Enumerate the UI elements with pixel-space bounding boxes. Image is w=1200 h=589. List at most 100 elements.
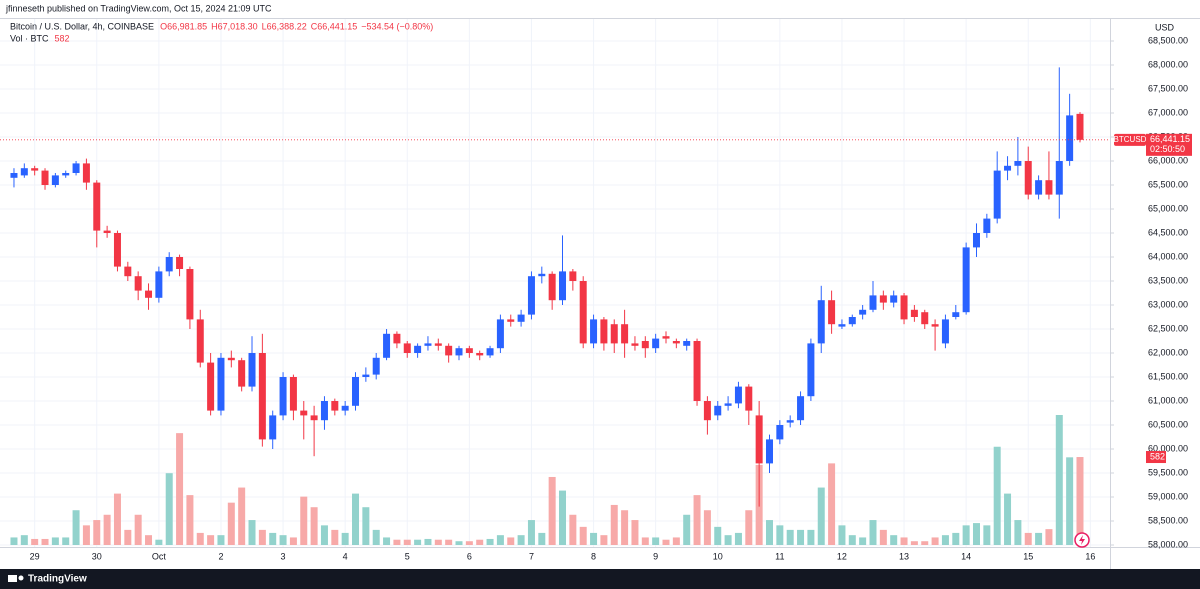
y-tick-label: 61,000.00 <box>1148 395 1188 405</box>
candle-body <box>941 319 949 344</box>
volume-bar <box>538 532 546 545</box>
y-tick-label: 58,500.00 <box>1148 515 1188 525</box>
candle-body <box>196 319 204 363</box>
candle-body <box>300 410 308 416</box>
x-tick-label: 3 <box>281 551 286 561</box>
volume-bar <box>434 539 442 545</box>
volume-bar <box>113 493 121 545</box>
volume-bar <box>124 529 132 545</box>
volume-bar <box>983 525 991 545</box>
candle-body <box>631 343 639 346</box>
candle-body <box>869 295 877 310</box>
volume-bar <box>734 532 742 545</box>
volume-bar <box>403 539 411 545</box>
candle-body <box>414 345 422 353</box>
volume-bar <box>962 525 970 545</box>
brand: TradingView <box>28 574 87 585</box>
volume-bar <box>486 538 494 545</box>
candle-body <box>962 247 970 313</box>
candle-body <box>548 273 556 301</box>
x-tick-label: 15 <box>1023 551 1033 561</box>
x-tick-label: 9 <box>653 551 658 561</box>
legend: Bitcoin / U.S. Dollar, 4h, COINBASE O66,… <box>10 21 433 43</box>
candle-body <box>579 281 587 344</box>
candle-body <box>320 401 328 421</box>
volume-bar <box>310 507 318 545</box>
legend-volume: 582 <box>55 33 70 43</box>
candle-body <box>1014 161 1022 166</box>
volume-bar <box>1066 457 1074 545</box>
candle-body <box>217 357 225 411</box>
price-tag <box>1146 133 1192 156</box>
volume-bar <box>838 525 846 545</box>
candle-body <box>1066 115 1074 161</box>
volume-bar <box>672 537 680 545</box>
footer-bar <box>0 569 1200 589</box>
candle-body <box>672 341 680 344</box>
candle-body <box>569 271 577 281</box>
volume-bar <box>424 538 432 545</box>
replay-icon[interactable] <box>1074 532 1090 548</box>
candle-body <box>838 324 846 327</box>
candle-body <box>1076 113 1084 140</box>
volume-bar <box>82 525 90 545</box>
y-tick-label: 60,000.00 <box>1148 443 1188 453</box>
x-tick-label: 10 <box>713 551 723 561</box>
volume-bar <box>786 529 794 545</box>
volume-bar <box>859 537 867 545</box>
volume-bar <box>289 537 297 545</box>
candle-body <box>455 348 463 356</box>
volume-tag-label: 582 <box>1150 451 1165 461</box>
volume-bar <box>238 487 246 545</box>
volume-bar <box>62 537 70 545</box>
y-tick-label: 61,500.00 <box>1148 371 1188 381</box>
volume-bar <box>103 514 111 545</box>
volume-bar <box>1035 532 1043 545</box>
candle-body <box>993 170 1001 219</box>
candle-body <box>341 405 349 411</box>
y-tick-label: 64,000.00 <box>1148 251 1188 261</box>
volume-bar <box>496 535 504 545</box>
volume-bar <box>807 529 815 545</box>
candle-body <box>113 233 121 267</box>
volume-bar <box>341 532 349 545</box>
legend-high: H67,018.30 <box>211 21 258 31</box>
candle-body <box>879 295 887 303</box>
candles <box>10 67 1084 507</box>
candle-body <box>972 233 980 248</box>
volume-bar <box>631 520 639 545</box>
candle-body <box>683 341 691 346</box>
volume-bar <box>320 525 328 545</box>
candle-body <box>145 290 153 298</box>
candle-body <box>352 377 360 406</box>
candle-body <box>828 300 836 325</box>
y-tick-label: 64,500.00 <box>1148 227 1188 237</box>
volume-bar <box>31 538 39 545</box>
volume-bar <box>569 514 577 545</box>
y-tick-label: 63,000.00 <box>1148 299 1188 309</box>
volume-bar <box>776 525 784 545</box>
x-tick-label: 8 <box>591 551 596 561</box>
x-tick-label: 6 <box>467 551 472 561</box>
candle-body <box>62 173 70 176</box>
volume-bar <box>641 537 649 545</box>
candle-body <box>51 175 59 185</box>
candle-body <box>1035 180 1043 195</box>
candle-body <box>165 257 173 272</box>
candle-body <box>1024 161 1032 195</box>
volume-bar <box>393 539 401 545</box>
candle-body <box>393 333 401 344</box>
candle-body <box>310 415 318 421</box>
y-tick-label: 59,500.00 <box>1148 467 1188 477</box>
x-tick-label: 12 <box>837 551 847 561</box>
y-tick-label: 67,500.00 <box>1148 83 1188 93</box>
volume-bar <box>559 490 567 545</box>
legend-change: −534.54 (−0.80%) <box>361 21 433 31</box>
volume-bar <box>465 541 473 545</box>
volume-bar <box>662 539 670 545</box>
candle-body <box>983 218 991 233</box>
volume-bar <box>1055 415 1063 545</box>
candle-body <box>600 319 608 344</box>
x-tick-label: 13 <box>899 551 909 561</box>
